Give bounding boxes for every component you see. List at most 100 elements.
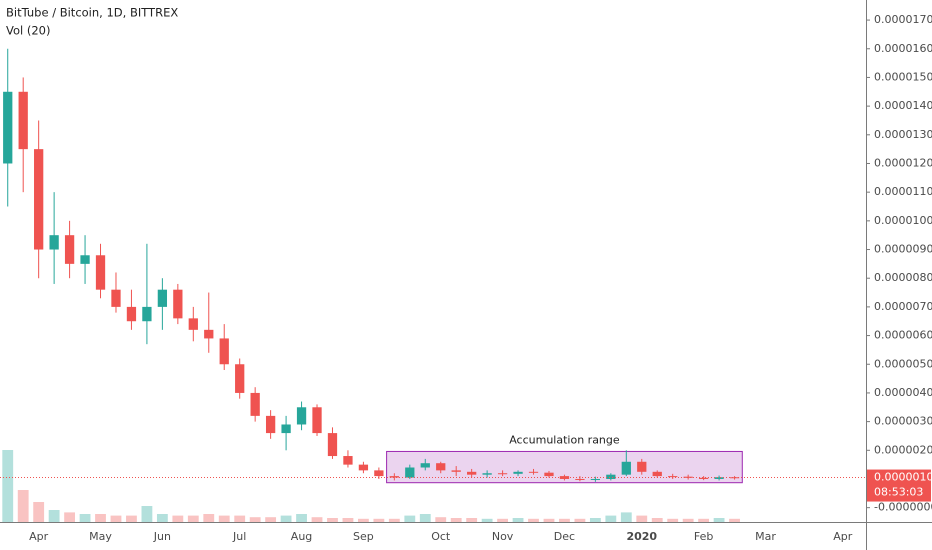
candle-body [497,473,508,475]
volume-bar [327,518,338,522]
countdown-label: 08:53:03 [874,486,923,499]
volume-bar [388,518,400,522]
volume-bar [466,518,478,522]
candle-body [343,456,353,465]
candle-body [80,255,90,264]
candle-body [467,471,477,475]
candle-body [250,392,260,416]
volume-bar [404,515,416,522]
volume-bar [450,518,462,522]
candle-body [157,289,168,307]
volume-bar [620,512,632,522]
last-price-box [867,469,931,502]
volume-legend: Vol (20) [6,24,50,38]
volume-bar [249,517,261,522]
candle-body [374,470,384,477]
candle-body [451,470,461,472]
volume-bar [481,518,493,522]
candle-body [95,255,106,290]
volume-bar [280,515,292,522]
candle-body [528,471,539,473]
volume-bar [342,518,354,522]
x-tick-label: Dec [554,530,575,543]
candle-body [590,478,601,480]
volume-bar [559,518,570,522]
volume-bar [589,518,601,522]
volume-bar [95,514,106,522]
volume-bar [528,518,539,522]
candle-body [420,463,430,468]
candle-body [327,433,338,457]
volume-bar [2,450,14,522]
volume-bar [172,515,184,522]
candle-body [235,364,245,393]
x-tick-label: Apr [29,530,49,543]
candle-body [296,407,307,425]
volume-bar [419,514,431,522]
candle-body [188,318,198,330]
volume-bar [296,514,307,522]
volume-bar [729,518,740,522]
candle-body [111,289,121,307]
volume-bar [187,515,199,522]
candle-body [312,407,322,434]
volume-bar [218,515,230,522]
candle-body [714,477,724,479]
annotation-label: Accumulation range [509,433,620,446]
candle-body [482,473,492,475]
volume-bar [574,518,586,522]
last-price-label: 0.00000105 [874,471,932,484]
candle-body [265,415,276,434]
candle-body [142,306,152,322]
candle-body [606,474,616,479]
candle-body [698,477,709,479]
volume-bar [110,515,122,522]
candle-body [126,306,137,322]
volume-bar [651,518,663,522]
y-tick-label: 0.00001700 [874,13,932,26]
volume-bar [698,518,710,522]
volume-bar [373,518,385,522]
candle-body [281,424,291,434]
volume-bar [234,515,246,522]
volume-bar [156,514,168,522]
volume-bar [265,517,277,522]
x-tick-label: Feb [694,530,713,543]
volume-bar [605,515,617,522]
volume-bar [33,502,45,522]
volume-bar [17,490,29,522]
x-tick-label: Jun [153,530,171,543]
x-tick-label: Oct [431,530,451,543]
volume-bar [64,512,76,522]
candle-body [513,471,523,474]
volume-bar [126,515,137,522]
x-tick-label: May [89,530,112,543]
x-tick-label: Mar [755,530,776,543]
volume-bar [682,518,694,522]
volume-bar [203,514,215,522]
x-tick-label: Sep [353,530,374,543]
candle-body [405,467,415,478]
candle-body [729,477,740,479]
candle-body [436,463,446,471]
volume-bar [48,510,60,522]
candle-body [389,476,399,478]
candle-body [637,461,647,472]
volume-bar [141,506,153,522]
candle-body [668,476,678,478]
volume-bar [497,518,509,522]
volume-bar [636,515,648,522]
candle-body [64,235,75,264]
